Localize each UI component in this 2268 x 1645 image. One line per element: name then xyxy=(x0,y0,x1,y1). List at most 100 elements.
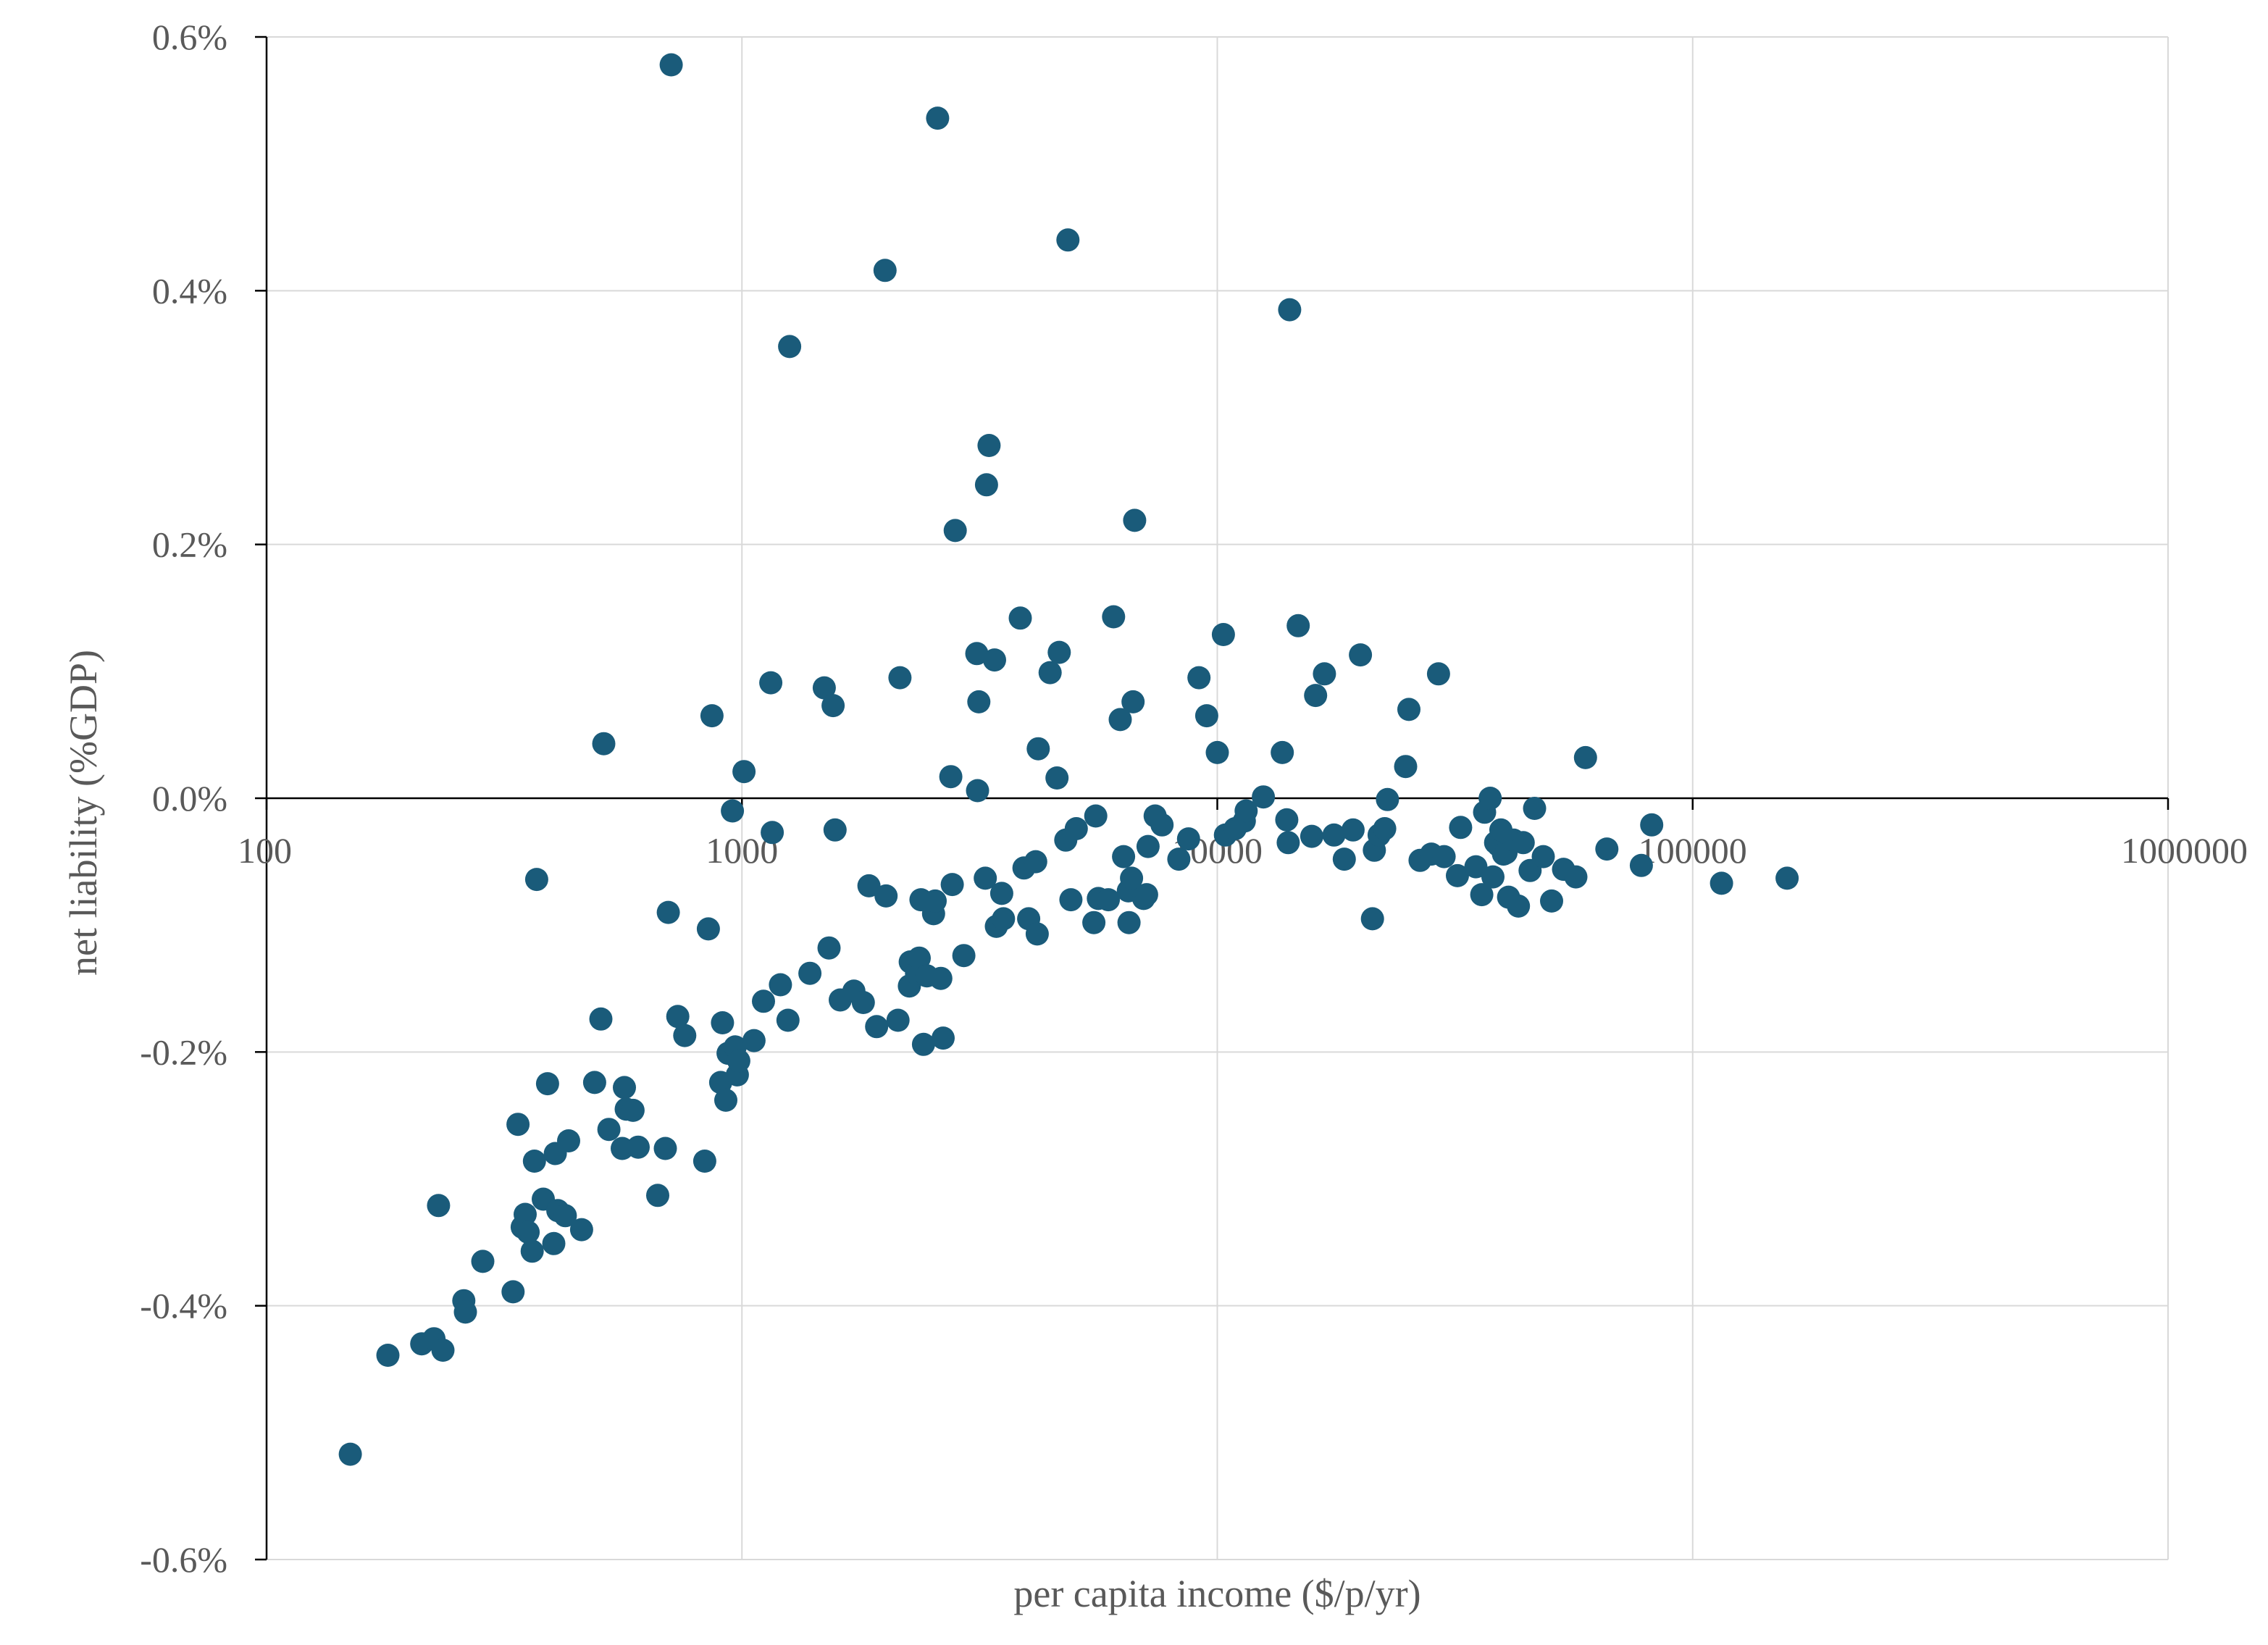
data-point xyxy=(1507,894,1531,918)
data-point xyxy=(1064,817,1088,840)
data-point xyxy=(769,973,792,997)
data-point xyxy=(501,1280,525,1304)
data-point xyxy=(613,1076,636,1100)
data-point xyxy=(1176,827,1200,851)
data-point xyxy=(646,1184,669,1207)
data-point xyxy=(1059,888,1083,912)
data-point xyxy=(939,765,963,789)
data-point xyxy=(1523,797,1547,820)
data-point xyxy=(1150,813,1174,837)
x-tick-label: 100 xyxy=(238,830,292,871)
data-point xyxy=(1397,698,1420,721)
data-point xyxy=(597,1118,621,1142)
data-point xyxy=(1313,662,1336,686)
data-point xyxy=(700,704,724,728)
data-point xyxy=(1394,755,1418,779)
data-point xyxy=(1564,865,1588,889)
data-point xyxy=(721,799,745,823)
data-point xyxy=(653,1137,677,1160)
data-point xyxy=(798,961,822,985)
y-tick-label: -0.2% xyxy=(140,1031,227,1072)
data-point xyxy=(759,671,783,695)
data-point xyxy=(1025,922,1049,946)
data-point xyxy=(1047,640,1071,664)
data-point xyxy=(1478,787,1502,810)
data-point xyxy=(1376,787,1399,811)
data-points xyxy=(338,53,1799,1466)
data-point xyxy=(1194,704,1218,728)
data-point xyxy=(1426,662,1450,686)
data-point xyxy=(696,917,720,941)
data-point xyxy=(520,1239,544,1263)
data-point xyxy=(673,1024,697,1047)
data-point xyxy=(727,1049,750,1073)
data-point xyxy=(1234,799,1258,823)
data-point xyxy=(823,818,847,842)
data-point xyxy=(1187,666,1211,690)
data-point xyxy=(427,1194,451,1218)
data-point xyxy=(977,434,1001,457)
y-tick-label: -0.6% xyxy=(140,1539,227,1580)
data-point xyxy=(431,1339,455,1362)
data-point xyxy=(865,1015,889,1039)
data-point xyxy=(1084,804,1108,828)
data-point xyxy=(569,1218,593,1242)
data-point xyxy=(1271,740,1294,764)
data-point xyxy=(929,966,953,990)
data-point xyxy=(666,1005,690,1029)
data-point xyxy=(926,106,950,130)
data-point xyxy=(1360,907,1384,931)
data-point xyxy=(851,991,875,1014)
data-point xyxy=(1332,847,1356,871)
data-point xyxy=(1540,889,1563,913)
data-point xyxy=(924,889,947,913)
data-point xyxy=(989,882,1013,905)
x-axis-title: per capita income ($/p/yr) xyxy=(1013,1572,1420,1615)
data-point xyxy=(857,874,881,897)
data-point xyxy=(1278,298,1302,322)
data-point xyxy=(1349,643,1373,667)
data-point xyxy=(776,1008,800,1032)
data-point xyxy=(1464,855,1488,879)
data-point xyxy=(1531,845,1555,868)
data-point xyxy=(1595,837,1619,861)
axes xyxy=(255,35,2169,1561)
data-point xyxy=(582,1071,606,1094)
data-point xyxy=(1252,785,1276,809)
data-point xyxy=(812,676,836,700)
data-point xyxy=(761,821,784,845)
y-axis-tick-labels: 0.6% 0.4% 0.2% 0.0% -0.2% -0.4% -0.6% xyxy=(140,17,227,1580)
data-point xyxy=(1481,865,1505,889)
x-tick-label: 1000000 xyxy=(2121,830,2248,871)
data-point xyxy=(974,866,997,890)
data-point xyxy=(1102,605,1126,629)
data-point xyxy=(589,1007,613,1031)
data-point xyxy=(1373,817,1397,840)
data-point xyxy=(965,642,989,666)
data-point xyxy=(1038,661,1062,685)
data-point xyxy=(932,1026,955,1050)
data-point xyxy=(1341,818,1365,842)
data-point xyxy=(1121,690,1145,713)
data-point xyxy=(752,989,775,1013)
data-point xyxy=(1056,228,1080,252)
data-point xyxy=(874,884,898,908)
data-point xyxy=(1134,883,1158,907)
data-point xyxy=(516,1221,540,1244)
y-tick-label: 0.2% xyxy=(152,524,227,565)
data-point xyxy=(376,1344,400,1367)
data-point xyxy=(1629,853,1653,877)
data-point xyxy=(553,1204,577,1228)
data-point xyxy=(1775,866,1799,890)
data-point xyxy=(952,944,976,968)
data-point xyxy=(1710,871,1733,895)
data-point xyxy=(1276,831,1300,855)
data-point xyxy=(1300,824,1323,848)
data-point xyxy=(742,1029,766,1052)
data-point xyxy=(1449,816,1473,840)
data-point xyxy=(943,519,967,543)
data-point xyxy=(656,900,680,924)
data-point xyxy=(983,648,1006,672)
